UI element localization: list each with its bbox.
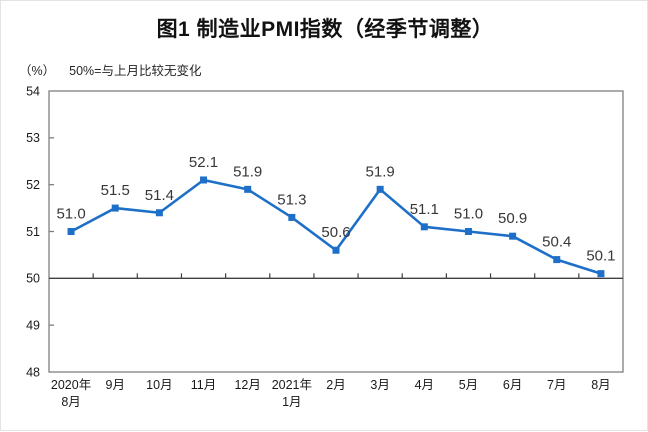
x-axis-label: 6月 [503,378,522,392]
data-point-marker [376,185,384,193]
data-point-label: 50.1 [586,248,615,265]
y-axis-unit-label: （%） [19,64,56,78]
data-point-marker [553,256,561,264]
data-point-marker [332,246,340,254]
y-axis-label: 51 [26,225,40,239]
y-axis-label: 53 [26,131,40,145]
data-point-label: 51.4 [145,187,174,204]
data-point-marker [509,232,517,240]
data-point-marker [597,270,605,278]
reference-note: 50%=与上月比较无变化 [69,64,202,78]
y-axis-label: 48 [26,365,40,379]
x-axis-label: 9月 [106,378,125,392]
y-axis-label: 50 [26,272,40,286]
data-point-label: 52.1 [189,154,218,171]
x-axis-label: 2020年 8月 [51,378,91,409]
data-point-label: 51.9 [366,163,395,180]
data-point-label: 51.0 [454,206,483,223]
y-axis-label: 52 [26,178,40,192]
data-point-marker [67,228,75,235]
data-point-label: 50.9 [498,210,527,227]
x-axis-label: 12月 [234,378,260,392]
data-point-marker [420,223,428,231]
data-point-label: 51.5 [101,182,130,199]
x-axis-label: 3月 [370,378,389,392]
x-axis-label: 10月 [146,378,172,392]
x-axis-label: 8月 [591,378,610,392]
data-point-marker [244,185,252,193]
y-axis-label: 54 [26,84,40,98]
data-point-label: 50.4 [542,234,571,251]
x-axis-label: 2月 [326,378,345,392]
x-axis-label: 11月 [191,378,216,392]
data-point-label: 51.9 [233,163,262,180]
x-axis-label: 4月 [415,378,434,392]
data-point-label: 51.1 [410,201,439,218]
data-point-marker [155,209,163,217]
data-point-marker [288,213,296,221]
data-point-label: 50.6 [321,224,350,241]
x-axis-label: 2021年 1月 [272,378,312,409]
x-axis-label: 7月 [547,378,566,392]
axis-note-row: （%） 50%=与上月比较无变化 [19,60,201,79]
y-axis-label: 49 [26,319,40,333]
data-point-marker [464,228,472,235]
x-axis-label: 5月 [459,378,478,392]
chart-title: 图1 制造业PMI指数（经季节调整） [156,18,494,41]
data-point-marker [200,176,208,184]
data-point-marker [111,204,119,212]
data-point-label: 51.0 [56,206,85,223]
data-point-label: 51.3 [277,191,306,208]
